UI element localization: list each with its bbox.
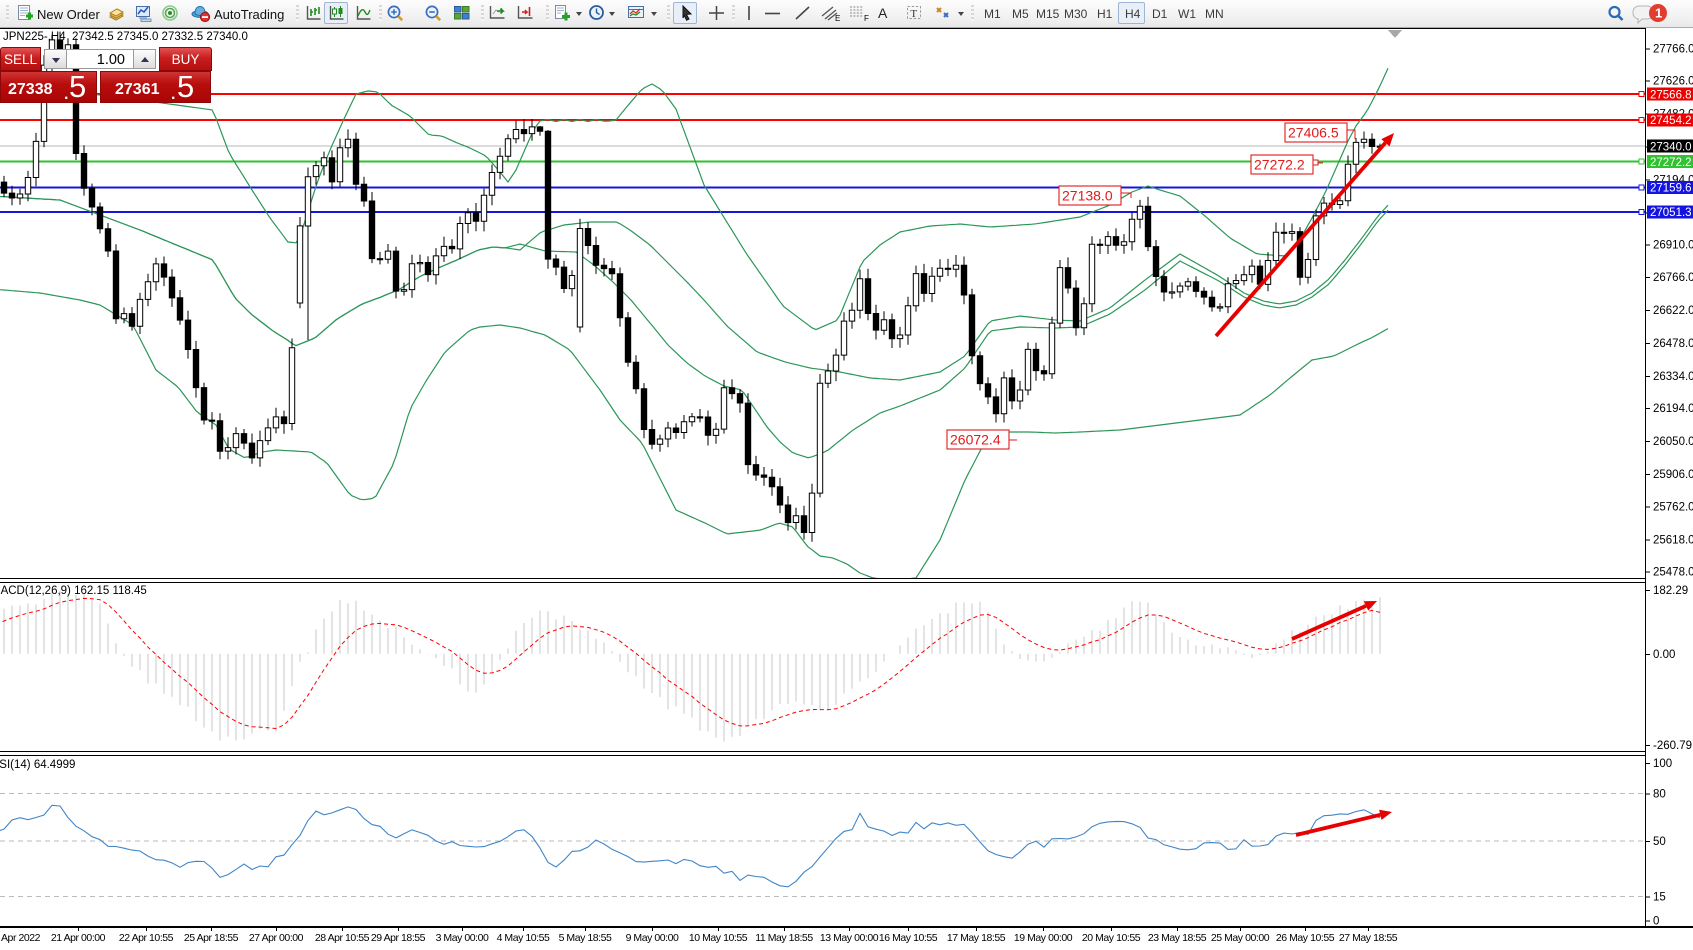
- svg-text:26910.0: 26910.0: [1653, 239, 1693, 251]
- svg-text:26334.0: 26334.0: [1653, 371, 1693, 383]
- svg-text:9 May 00:00: 9 May 00:00: [626, 932, 679, 944]
- svg-text:27 Apr 00:00: 27 Apr 00:00: [249, 932, 304, 944]
- svg-text:5 May 18:55: 5 May 18:55: [559, 932, 612, 944]
- svg-text:23 May 18:55: 23 May 18:55: [1148, 932, 1207, 944]
- svg-text:26766.0: 26766.0: [1653, 272, 1693, 284]
- svg-text:MACD(12,26,9) 162.15 118.45: MACD(12,26,9) 162.15 118.45: [0, 585, 147, 597]
- svg-text:11 May 18:55: 11 May 18:55: [755, 932, 813, 944]
- svg-text:25 May 00:00: 25 May 00:00: [1211, 932, 1270, 944]
- svg-text:27138.0: 27138.0: [1062, 188, 1113, 204]
- svg-text:3 May 00:00: 3 May 00:00: [436, 932, 489, 944]
- svg-text:Apr 2022: Apr 2022: [1, 932, 41, 944]
- svg-text:17 May 18:55: 17 May 18:55: [947, 932, 1006, 944]
- svg-text:25618.0: 25618.0: [1653, 535, 1693, 547]
- svg-text:F: F: [864, 14, 869, 23]
- svg-text:4 May 10:55: 4 May 10:55: [497, 932, 550, 944]
- svg-text:182.29: 182.29: [1653, 585, 1688, 597]
- svg-text:100: 100: [1653, 758, 1672, 770]
- svg-text:25762.0: 25762.0: [1653, 502, 1693, 514]
- svg-text:1: 1: [1655, 6, 1662, 21]
- svg-text:26478.0: 26478.0: [1653, 338, 1693, 350]
- svg-text:27340.0: 27340.0: [1650, 141, 1692, 153]
- svg-text:RSI(14) 64.4999: RSI(14) 64.4999: [0, 759, 75, 771]
- svg-text:29 Apr 18:55: 29 Apr 18:55: [371, 932, 426, 944]
- svg-text:22 Apr 10:55: 22 Apr 10:55: [119, 932, 174, 944]
- svg-text:0.00: 0.00: [1653, 649, 1675, 661]
- svg-text:21 Apr 00:00: 21 Apr 00:00: [51, 932, 106, 944]
- svg-text:80: 80: [1653, 788, 1666, 800]
- svg-text:50: 50: [1653, 836, 1666, 848]
- svg-text:13 May 00:00: 13 May 00:00: [820, 932, 879, 944]
- svg-text:26622.0: 26622.0: [1653, 305, 1693, 317]
- svg-text:27159.6: 27159.6: [1650, 183, 1692, 195]
- svg-text:27051.3: 27051.3: [1650, 207, 1692, 219]
- svg-text:27626.0: 27626.0: [1653, 76, 1693, 88]
- svg-text:27 May 18:55: 27 May 18:55: [1339, 932, 1398, 944]
- svg-text:25 Apr 18:55: 25 Apr 18:55: [184, 932, 239, 944]
- svg-text:27272.2: 27272.2: [1254, 157, 1305, 173]
- svg-text:E: E: [835, 14, 840, 23]
- svg-text:0: 0: [1653, 916, 1659, 928]
- svg-text:26072.4: 26072.4: [950, 432, 1001, 448]
- svg-text:27766.0: 27766.0: [1653, 44, 1693, 56]
- svg-text:27406.5: 27406.5: [1288, 125, 1339, 141]
- svg-text:19 May 00:00: 19 May 00:00: [1014, 932, 1073, 944]
- svg-text:27454.2: 27454.2: [1650, 115, 1692, 127]
- svg-text:20 May 10:55: 20 May 10:55: [1082, 932, 1141, 944]
- svg-text:25478.0: 25478.0: [1653, 567, 1693, 579]
- svg-text:26050.0: 26050.0: [1653, 436, 1693, 448]
- svg-text:15: 15: [1653, 892, 1666, 904]
- svg-text:27272.2: 27272.2: [1650, 157, 1692, 169]
- svg-text:26194.0: 26194.0: [1653, 403, 1693, 415]
- svg-text:16 May 10:55: 16 May 10:55: [879, 932, 938, 944]
- svg-text:27566.8: 27566.8: [1650, 89, 1692, 101]
- svg-text:25906.0: 25906.0: [1653, 469, 1693, 481]
- svg-text:-260.79: -260.79: [1653, 740, 1692, 752]
- svg-text:28 Apr 10:55: 28 Apr 10:55: [315, 932, 370, 944]
- svg-text:T: T: [910, 8, 917, 20]
- svg-text:10 May 10:55: 10 May 10:55: [689, 932, 748, 944]
- svg-text:26 May 10:55: 26 May 10:55: [1276, 932, 1335, 944]
